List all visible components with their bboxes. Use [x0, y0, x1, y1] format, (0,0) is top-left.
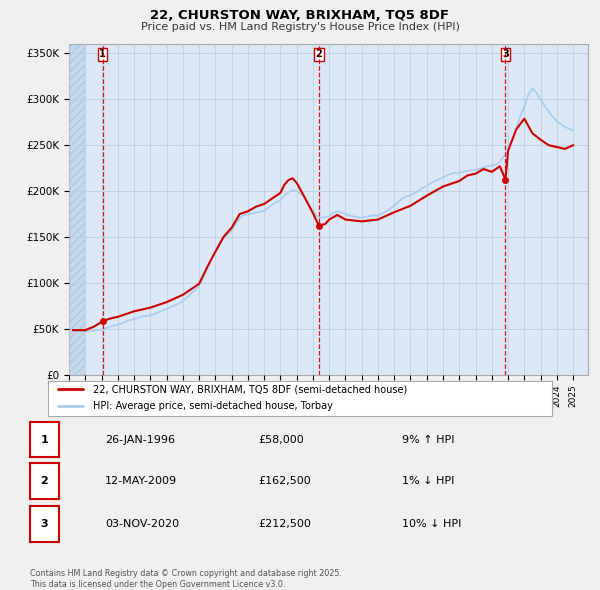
Text: Price paid vs. HM Land Registry's House Price Index (HPI): Price paid vs. HM Land Registry's House …: [140, 22, 460, 32]
Text: 2: 2: [41, 476, 48, 486]
Bar: [69, 44, 85, 375]
Text: 3: 3: [502, 49, 509, 59]
Text: 3: 3: [41, 519, 48, 529]
Text: 9% ↑ HPI: 9% ↑ HPI: [402, 435, 455, 444]
Text: 2: 2: [316, 49, 322, 59]
Text: 22, CHURSTON WAY, BRIXHAM, TQ5 8DF: 22, CHURSTON WAY, BRIXHAM, TQ5 8DF: [151, 9, 449, 22]
Text: 1: 1: [41, 435, 48, 444]
Text: 03-NOV-2020: 03-NOV-2020: [105, 519, 179, 529]
Text: 12-MAY-2009: 12-MAY-2009: [105, 476, 177, 486]
Text: 1% ↓ HPI: 1% ↓ HPI: [402, 476, 454, 486]
Text: HPI: Average price, semi-detached house, Torbay: HPI: Average price, semi-detached house,…: [94, 401, 333, 411]
Text: £212,500: £212,500: [258, 519, 311, 529]
Text: 26-JAN-1996: 26-JAN-1996: [105, 435, 175, 444]
Text: £162,500: £162,500: [258, 476, 311, 486]
Text: 22, CHURSTON WAY, BRIXHAM, TQ5 8DF (semi-detached house): 22, CHURSTON WAY, BRIXHAM, TQ5 8DF (semi…: [94, 385, 407, 394]
Text: 10% ↓ HPI: 10% ↓ HPI: [402, 519, 461, 529]
Text: £58,000: £58,000: [258, 435, 304, 444]
Text: 1: 1: [99, 49, 106, 59]
Text: Contains HM Land Registry data © Crown copyright and database right 2025.
This d: Contains HM Land Registry data © Crown c…: [30, 569, 342, 589]
